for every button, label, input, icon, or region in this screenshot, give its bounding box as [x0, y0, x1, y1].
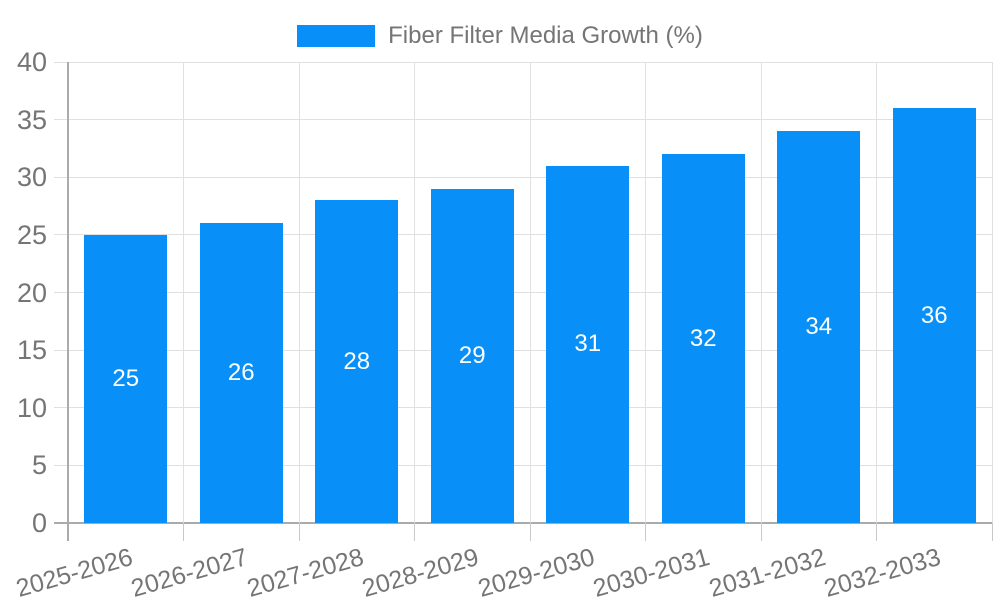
bar-value-label: 31: [574, 330, 602, 358]
v-gridline: [991, 62, 993, 523]
x-tick-mark: [876, 523, 877, 541]
bar[interactable]: [315, 200, 399, 523]
bar-value-label: 29: [458, 341, 486, 369]
v-gridline: [876, 62, 877, 523]
h-gridline: [54, 292, 992, 293]
bar-value-label: 34: [805, 313, 833, 341]
legend-item[interactable]: Fiber Filter Media Growth (%): [0, 16, 1000, 56]
v-gridline: [414, 62, 415, 523]
x-axis-line: [54, 522, 992, 524]
v-gridline: [529, 62, 531, 523]
y-tick-label: 30: [16, 162, 47, 193]
v-gridline: [645, 62, 646, 523]
h-gridline: [54, 176, 992, 178]
y-axis-line: [67, 62, 69, 541]
bar[interactable]: [430, 188, 514, 523]
bar[interactable]: [199, 223, 283, 523]
v-gridline: [183, 62, 184, 523]
bar[interactable]: [84, 234, 168, 523]
h-gridline: [54, 234, 992, 236]
y-tick-label: 25: [16, 219, 47, 250]
bar[interactable]: [777, 131, 861, 523]
bar-value-label: 32: [689, 324, 717, 352]
x-tick-mark: [529, 523, 531, 541]
h-gridline: [54, 61, 992, 63]
x-tick-mark: [991, 523, 993, 541]
y-tick-label: 15: [16, 335, 47, 366]
x-tick-mark: [298, 523, 300, 541]
x-tick-mark: [760, 523, 762, 541]
h-gridline: [54, 119, 992, 121]
bar[interactable]: [546, 165, 630, 523]
y-tick-label: 35: [16, 104, 47, 135]
y-tick-label: 20: [16, 277, 47, 308]
v-gridline: [298, 62, 300, 523]
bar[interactable]: [661, 154, 745, 523]
bar-value-label: 36: [920, 301, 948, 329]
v-gridline: [760, 62, 762, 523]
x-tick-mark: [183, 523, 184, 541]
legend-swatch: [297, 25, 376, 47]
y-tick-label: 10: [16, 392, 47, 423]
y-tick-label: 40: [16, 47, 47, 77]
h-gridline: [54, 349, 992, 351]
y-tick-label: 0: [31, 508, 47, 538]
bar-value-label: 25: [112, 364, 140, 392]
h-gridline: [54, 407, 992, 409]
bar-value-label: 26: [227, 359, 255, 387]
legend-label: Fiber Filter Media Growth (%): [388, 22, 703, 49]
bar-value-label: 28: [343, 347, 371, 375]
x-tick-mark: [414, 523, 415, 541]
bar[interactable]: [892, 108, 976, 523]
y-tick-label: 5: [31, 450, 47, 481]
x-tick-mark: [645, 523, 646, 541]
h-gridline: [54, 464, 992, 466]
